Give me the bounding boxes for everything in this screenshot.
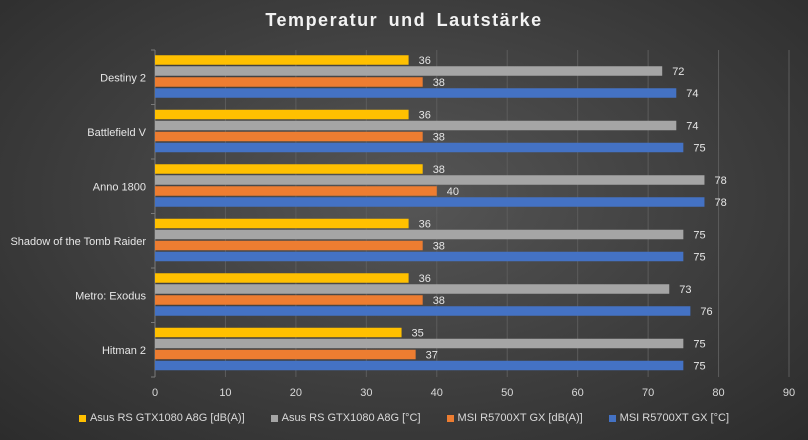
- category-label: Metro: Exodus: [75, 290, 146, 302]
- legend-label: Asus RS GTX1080 A8G [dB(A)]: [89, 412, 245, 424]
- bar: [155, 229, 684, 240]
- x-tick-label: 50: [501, 387, 513, 399]
- bar: [155, 197, 705, 207]
- data-label: 36: [419, 55, 431, 67]
- data-label: 40: [447, 186, 459, 198]
- data-label: 75: [693, 142, 705, 154]
- x-tick-label: 20: [290, 387, 302, 399]
- legend-item: MSI R5700XT GX [dB(A)]: [446, 412, 583, 424]
- bar: [155, 306, 691, 316]
- legend-item: Asus RS GTX1080 A8G [dB(A)]: [78, 412, 245, 424]
- data-label: 74: [686, 120, 698, 132]
- bar: [155, 77, 423, 87]
- x-tick-label: 90: [783, 387, 795, 399]
- data-label: 72: [672, 66, 684, 78]
- bar: [155, 164, 423, 174]
- data-label: 36: [419, 218, 431, 230]
- data-label: 38: [433, 240, 445, 252]
- bar: [155, 88, 677, 98]
- bar: [155, 273, 409, 283]
- data-label: 36: [419, 109, 431, 121]
- data-label: 75: [693, 229, 705, 241]
- data-label: 35: [412, 327, 424, 339]
- legend-swatch: [78, 414, 86, 422]
- bar: [155, 338, 684, 349]
- category-label: Battlefield V: [87, 127, 146, 139]
- legend-item: MSI R5700XT GX [°C]: [608, 412, 730, 424]
- bar: [155, 251, 684, 262]
- category-label: Destiny 2: [100, 72, 146, 84]
- bar: [155, 131, 423, 142]
- bar: [155, 186, 437, 196]
- data-label: 75: [693, 251, 705, 263]
- bar: [155, 284, 670, 294]
- x-tick-label: 10: [219, 387, 231, 399]
- bar: [155, 218, 409, 229]
- bar: [155, 142, 684, 153]
- category-label: Hitman 2: [102, 345, 146, 357]
- bar: [155, 175, 705, 185]
- x-tick-label: 60: [572, 387, 584, 399]
- legend-swatch: [608, 414, 616, 422]
- data-label: 38: [433, 295, 445, 307]
- data-label: 74: [686, 88, 698, 100]
- legend-item: Asus RS GTX1080 A8G [°C]: [270, 412, 421, 424]
- legend-label: Asus RS GTX1080 A8G [°C]: [281, 412, 421, 424]
- bar: [155, 240, 423, 251]
- x-tick-label: 30: [360, 387, 372, 399]
- bar: [155, 295, 423, 305]
- bar: [155, 349, 416, 360]
- legend-label: MSI R5700XT GX [°C]: [619, 412, 730, 424]
- legend-label: MSI R5700XT GX [dB(A)]: [457, 412, 583, 424]
- legend-swatch: [270, 414, 278, 422]
- legend-swatch: [446, 414, 454, 422]
- x-tick-label: 40: [431, 387, 443, 399]
- bar: [155, 360, 684, 371]
- x-tick-label: 80: [712, 387, 724, 399]
- data-label: 38: [433, 77, 445, 89]
- data-label: 78: [714, 197, 726, 209]
- bar: [155, 55, 409, 65]
- data-label: 38: [433, 164, 445, 176]
- bar: [155, 327, 402, 338]
- category-label: Shadow of the Tomb Raider: [10, 236, 146, 248]
- category-label: Anno 1800: [93, 181, 146, 193]
- data-label: 75: [693, 360, 705, 372]
- x-tick-label: 70: [642, 387, 654, 399]
- x-tick-label: 0: [152, 387, 158, 399]
- data-label: 76: [700, 306, 712, 318]
- data-label: 73: [679, 284, 691, 296]
- chart-title: Temperatur und Lautstärke: [265, 10, 543, 30]
- legend: Asus RS GTX1080 A8G [dB(A)] Asus RS GTX10…: [0, 412, 808, 424]
- bar: [155, 120, 677, 131]
- data-label: 78: [714, 175, 726, 187]
- bar: [155, 109, 409, 120]
- data-label: 37: [426, 349, 438, 361]
- data-label: 36: [419, 273, 431, 285]
- bar: [155, 66, 663, 76]
- data-label: 75: [693, 338, 705, 350]
- data-label: 38: [433, 131, 445, 143]
